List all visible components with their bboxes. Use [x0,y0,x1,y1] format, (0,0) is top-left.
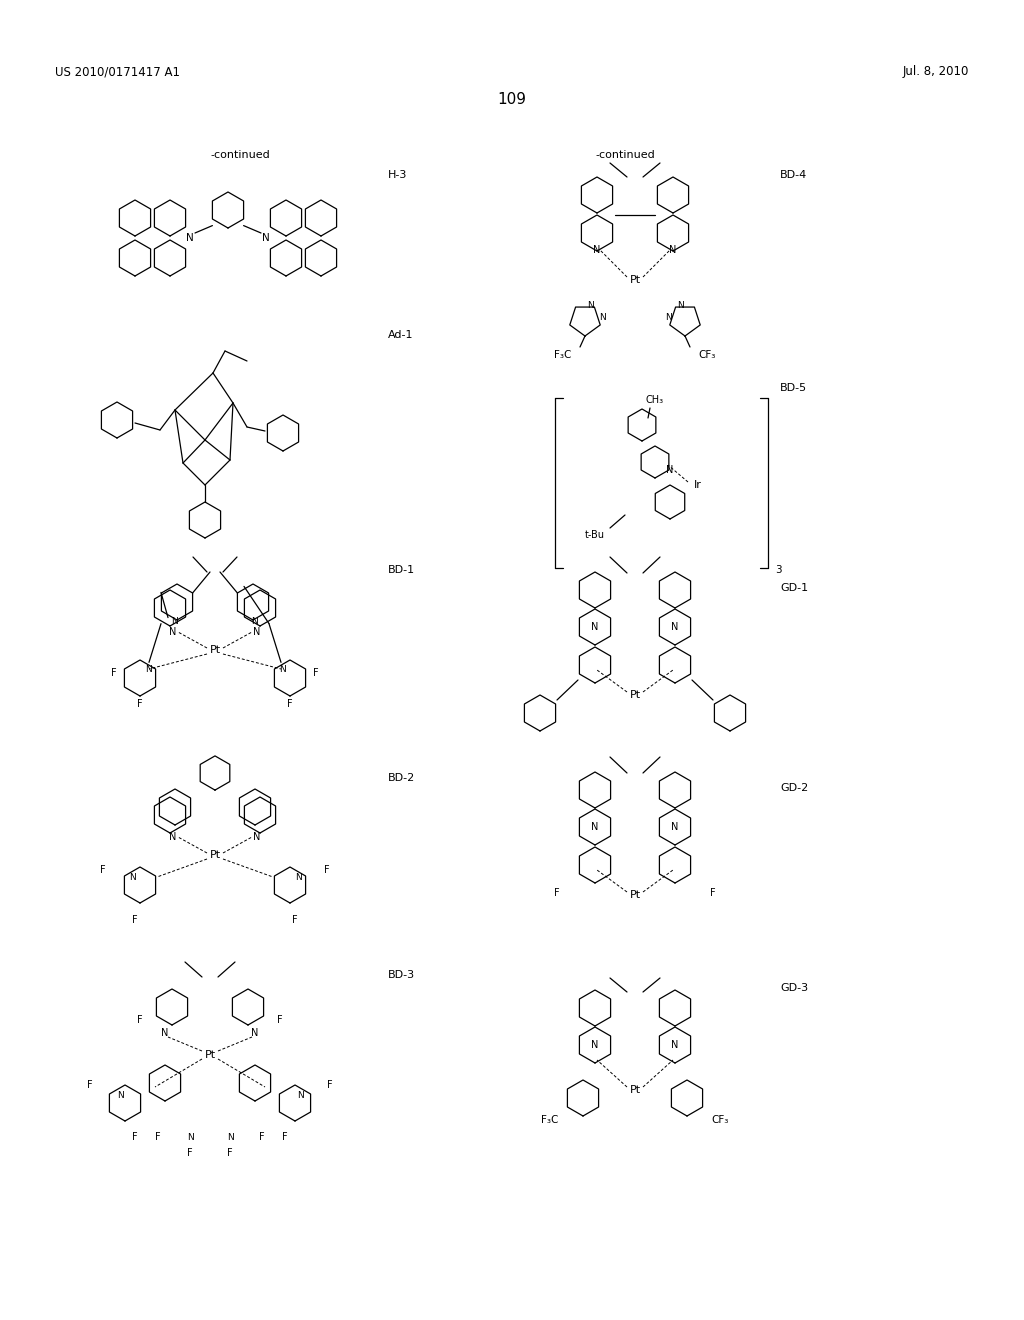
Text: F₃C: F₃C [554,350,571,360]
Text: N: N [251,1028,259,1038]
Text: 109: 109 [498,92,526,107]
Text: N: N [262,234,270,243]
Text: t-Bu: t-Bu [585,531,605,540]
Text: Pt: Pt [630,890,641,900]
Text: BD-1: BD-1 [388,565,415,576]
Text: N: N [587,301,593,309]
Text: F: F [292,915,298,925]
Text: F: F [87,1080,93,1090]
Text: F: F [100,865,105,875]
Text: N: N [667,465,674,475]
Text: Pt: Pt [205,1049,216,1060]
Text: F: F [328,1080,333,1090]
Text: F: F [259,1133,265,1142]
Text: N: N [252,616,258,626]
Text: F: F [278,1015,283,1026]
Text: N: N [295,873,301,882]
Text: H-3: H-3 [388,170,408,180]
Text: Pt: Pt [210,645,220,655]
Text: GD-2: GD-2 [780,783,808,793]
Text: N: N [162,1028,169,1038]
Text: F: F [287,700,293,709]
Text: 3: 3 [775,565,781,576]
Text: F: F [554,888,560,898]
Text: F: F [156,1133,161,1142]
Text: GD-3: GD-3 [780,983,808,993]
Text: BD-3: BD-3 [388,970,415,979]
Text: F: F [325,865,330,875]
Text: F: F [227,1148,232,1158]
Text: N: N [599,313,605,322]
Text: N: N [677,301,683,309]
Text: N: N [253,832,261,842]
Text: F: F [132,1133,138,1142]
Text: N: N [186,234,194,243]
Text: Jul. 8, 2010: Jul. 8, 2010 [902,66,969,78]
Text: Pt: Pt [630,690,641,700]
Text: N: N [672,1040,679,1049]
Text: F: F [137,1015,142,1026]
Text: BD-5: BD-5 [780,383,807,393]
Text: F: F [112,668,117,677]
Text: N: N [672,622,679,632]
Text: N: N [593,246,601,255]
Text: N: N [665,313,672,322]
Text: F: F [132,915,138,925]
Text: F: F [313,668,318,677]
Text: Ir: Ir [694,480,701,490]
Text: N: N [169,627,177,638]
Text: Pt: Pt [630,275,641,285]
Text: Ad-1: Ad-1 [388,330,414,341]
Text: F₃C: F₃C [542,1115,559,1125]
Text: N: N [591,822,599,832]
Text: CH₃: CH₃ [646,395,664,405]
Text: -continued: -continued [210,150,270,160]
Text: F: F [137,700,142,709]
Text: N: N [591,1040,599,1049]
Text: N: N [129,873,135,882]
Text: BD-4: BD-4 [780,170,807,180]
Text: BD-2: BD-2 [388,774,416,783]
Text: N: N [591,622,599,632]
Text: N: N [172,616,178,626]
Text: N: N [670,246,677,255]
Text: N: N [186,1133,194,1142]
Text: N: N [297,1090,303,1100]
Text: GD-1: GD-1 [780,583,808,593]
Text: N: N [253,627,261,638]
Text: US 2010/0171417 A1: US 2010/0171417 A1 [55,66,180,78]
Text: F: F [283,1133,288,1142]
Text: -continued: -continued [595,150,655,160]
Text: N: N [226,1133,233,1142]
Text: F: F [711,888,716,898]
Text: CF₃: CF₃ [698,350,716,360]
Text: Pt: Pt [630,1085,641,1096]
Text: F: F [187,1148,193,1158]
Text: N: N [672,822,679,832]
Text: N: N [279,665,286,675]
Text: N: N [117,1090,123,1100]
Text: Pt: Pt [210,850,220,861]
Text: N: N [144,665,152,675]
Text: CF₃: CF₃ [712,1115,729,1125]
Text: N: N [169,832,177,842]
